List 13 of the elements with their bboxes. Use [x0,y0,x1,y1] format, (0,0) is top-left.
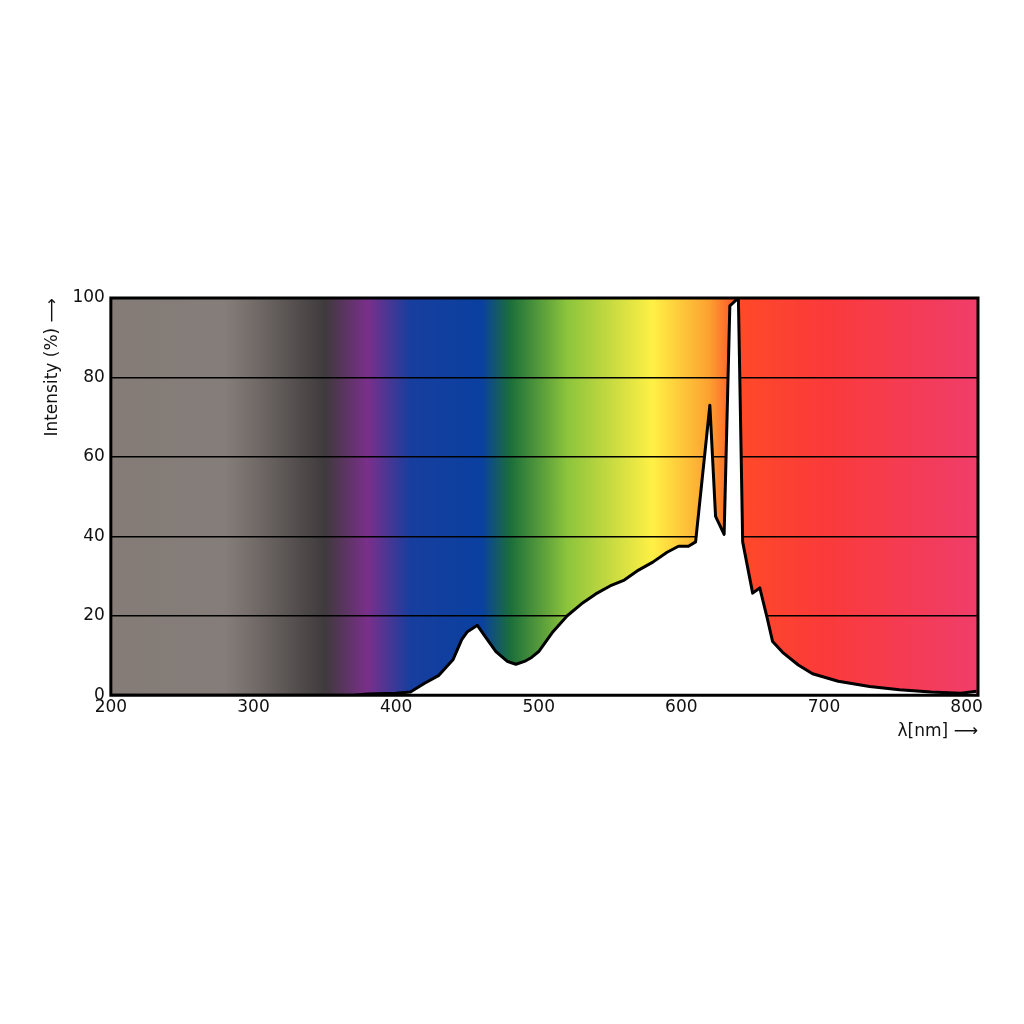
y-axis-title: Intensity (%) ⟶ [40,298,61,437]
x-tick-label: 800 [950,695,983,716]
x-tick-label: 300 [237,695,270,716]
y-tick-label: 40 [83,524,105,545]
y-tick-label: 100 [72,286,105,307]
x-tick-label: 600 [665,695,698,716]
x-axis-title: λ[nm] ⟶ [897,720,978,741]
y-tick-label: 60 [83,445,105,466]
x-tick-label: 700 [807,695,841,716]
x-tick-label: 500 [522,695,555,716]
x-tick-label: 400 [379,695,413,716]
y-tick-label: 20 [83,604,105,625]
y-tick-label: 80 [83,365,105,386]
